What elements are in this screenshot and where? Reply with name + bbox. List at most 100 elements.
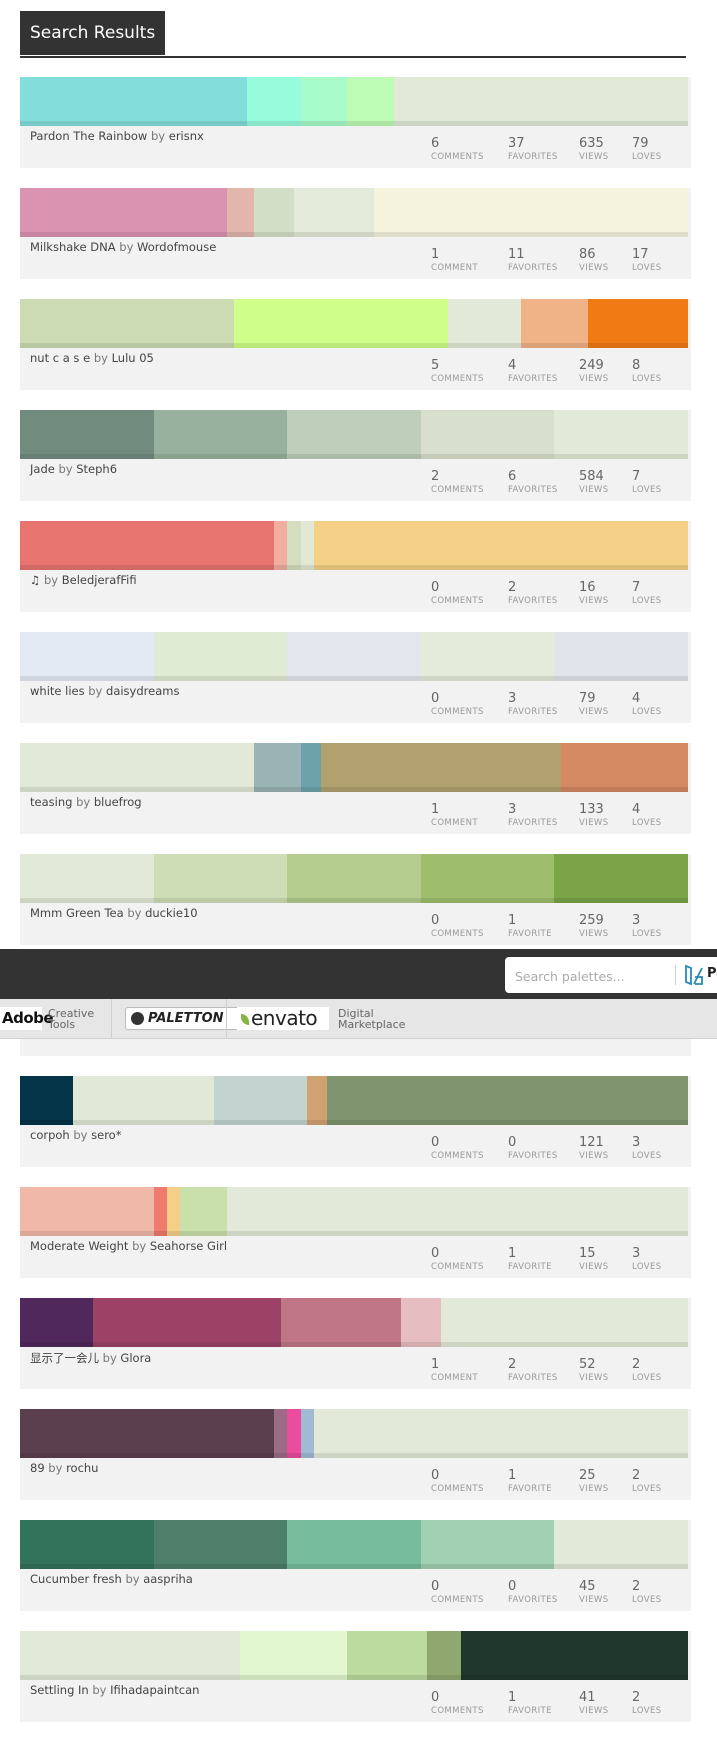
color-swatch[interactable]: [287, 632, 421, 681]
palette-name[interactable]: Pardon The Rainbow: [30, 129, 148, 143]
palette-card[interactable]: Mmm Green Tea by duckie10 0 COMMENTS 1 FAVOR…: [20, 854, 691, 945]
color-swatch[interactable]: [347, 77, 395, 126]
adobe-logo[interactable]: Adobe: [0, 1007, 54, 1030]
palette-author[interactable]: Steph6: [76, 462, 118, 476]
color-swatch[interactable]: [153, 854, 288, 903]
palette-swatch-bar[interactable]: [20, 1409, 689, 1458]
color-swatch[interactable]: [347, 1631, 428, 1680]
palette-name[interactable]: 显示了一会儿: [30, 1351, 99, 1365]
palette-card[interactable]: 显示了一会儿 by Glora 1 COMMENT 2 FAVORITES 52 VIEWS…: [20, 1298, 691, 1389]
color-swatch[interactable]: [320, 743, 562, 792]
palette-author[interactable]: rochu: [66, 1461, 99, 1475]
color-swatch[interactable]: [253, 743, 301, 792]
palette-author[interactable]: Ifihadapaintcan: [110, 1683, 200, 1697]
color-swatch[interactable]: [447, 299, 522, 348]
color-swatch[interactable]: [233, 299, 448, 348]
color-swatch[interactable]: [20, 632, 154, 681]
color-swatch[interactable]: [153, 1520, 288, 1569]
palette-author[interactable]: daisydreams: [106, 684, 180, 698]
palette-card[interactable]: Jade by Steph6 2 COMMENTS 6 FAVORITES 584 VIEW…: [20, 410, 691, 501]
color-swatch[interactable]: [20, 1298, 94, 1347]
palette-search-icon[interactable]: [683, 964, 705, 986]
color-swatch[interactable]: [227, 188, 254, 237]
palette-name[interactable]: Milkshake DNA: [30, 240, 116, 254]
color-swatch[interactable]: [300, 521, 315, 570]
palette-author[interactable]: Glora: [120, 1351, 152, 1365]
palette-swatch-bar[interactable]: [20, 188, 688, 237]
palette-card[interactable]: white lies by daisydreams 0 COMMENTS 3 FAVOR…: [20, 632, 691, 723]
color-swatch[interactable]: [554, 854, 688, 903]
search-button-label[interactable]: Pa: [707, 966, 717, 981]
palette-name[interactable]: Mmm Green Tea: [30, 906, 124, 920]
palette-card[interactable]: corpoh by sero* 0 COMMENTS 0 FAVORITES 121 VIE…: [20, 1076, 691, 1167]
color-swatch[interactable]: [420, 632, 555, 681]
palette-swatch-bar[interactable]: [20, 1076, 688, 1125]
color-swatch[interactable]: [460, 1631, 689, 1680]
palette-author[interactable]: duckie10: [145, 906, 198, 920]
palette-card[interactable]: nut c a s e by Lulu 05 5 COMMENTS 4 FAVORITE…: [20, 299, 691, 390]
color-swatch[interactable]: [166, 1187, 181, 1236]
color-swatch[interactable]: [20, 410, 154, 459]
palette-card[interactable]: teasing by bluefrog 1 COMMENT 3 FAVORITES 133…: [20, 743, 691, 834]
color-swatch[interactable]: [180, 1187, 228, 1236]
color-swatch[interactable]: [20, 1187, 154, 1236]
color-swatch[interactable]: [287, 1520, 421, 1569]
palette-swatch-bar[interactable]: [20, 299, 689, 348]
color-swatch[interactable]: [313, 1409, 689, 1458]
palette-swatch-bar[interactable]: [20, 854, 688, 903]
palette-card[interactable]: 89 by rochu 0 COMMENTS 1 FAVORITE 25 VIEWS 2 LOV…: [20, 1409, 691, 1500]
color-swatch[interactable]: [427, 1631, 462, 1680]
palette-author[interactable]: Wordofmouse: [137, 240, 217, 254]
palette-swatch-bar[interactable]: [20, 410, 688, 459]
color-swatch[interactable]: [394, 77, 688, 126]
palette-card[interactable]: ♫ by BeledjerafFifi 0 COMMENTS 2 FAVORITES 16…: [20, 521, 691, 612]
color-swatch[interactable]: [440, 1298, 689, 1347]
color-swatch[interactable]: [247, 77, 301, 126]
palette-name[interactable]: Cucumber fresh: [30, 1572, 122, 1586]
palette-swatch-bar[interactable]: [20, 1187, 688, 1236]
palette-swatch-bar[interactable]: [20, 521, 689, 570]
color-swatch[interactable]: [287, 521, 301, 570]
color-swatch[interactable]: [520, 299, 588, 348]
color-swatch[interactable]: [153, 410, 288, 459]
palette-swatch-bar[interactable]: [20, 1631, 689, 1680]
color-swatch[interactable]: [20, 299, 234, 348]
color-swatch[interactable]: [587, 299, 689, 348]
palette-card[interactable]: Moderate Weight by Seahorse Girl 0 COMMENT…: [20, 1187, 691, 1278]
envato-tagline[interactable]: Digital Marketplace: [338, 1008, 405, 1030]
palette-name[interactable]: corpoh: [30, 1128, 70, 1142]
color-swatch[interactable]: [313, 521, 689, 570]
color-swatch[interactable]: [73, 1076, 214, 1125]
color-swatch[interactable]: [20, 743, 254, 792]
color-swatch[interactable]: [20, 854, 154, 903]
palette-card[interactable]: Pardon The Rainbow by erisnx 6 COMMENTS 37 F…: [20, 77, 691, 168]
color-swatch[interactable]: [374, 188, 688, 237]
color-swatch[interactable]: [253, 188, 294, 237]
color-swatch[interactable]: [153, 632, 288, 681]
palette-author[interactable]: Lulu 05: [111, 351, 154, 365]
color-swatch[interactable]: [273, 521, 288, 570]
color-swatch[interactable]: [554, 1520, 688, 1569]
palette-author[interactable]: bluefrog: [93, 795, 142, 809]
color-swatch[interactable]: [280, 1298, 401, 1347]
color-swatch[interactable]: [420, 854, 555, 903]
color-swatch[interactable]: [273, 1409, 288, 1458]
color-swatch[interactable]: [287, 854, 421, 903]
palette-card[interactable]: Cucumber fresh by aaspriha 0 COMMENTS 0 FAVO…: [20, 1520, 691, 1611]
color-swatch[interactable]: [20, 521, 274, 570]
palette-name[interactable]: ♫: [30, 573, 41, 587]
color-swatch[interactable]: [287, 410, 421, 459]
palette-name[interactable]: Moderate Weight: [30, 1239, 129, 1253]
color-swatch[interactable]: [20, 188, 228, 237]
palette-author[interactable]: sero*: [91, 1128, 122, 1142]
palette-swatch-bar[interactable]: [20, 632, 688, 681]
color-swatch[interactable]: [327, 1076, 688, 1125]
palette-name[interactable]: teasing: [30, 795, 73, 809]
palette-swatch-bar[interactable]: [20, 743, 688, 792]
palette-author[interactable]: erisnx: [168, 129, 204, 143]
search-input[interactable]: [513, 965, 677, 987]
palette-author[interactable]: BeledjerafFifi: [61, 573, 137, 587]
color-swatch[interactable]: [153, 1187, 168, 1236]
color-swatch[interactable]: [20, 77, 248, 126]
color-swatch[interactable]: [287, 1409, 301, 1458]
